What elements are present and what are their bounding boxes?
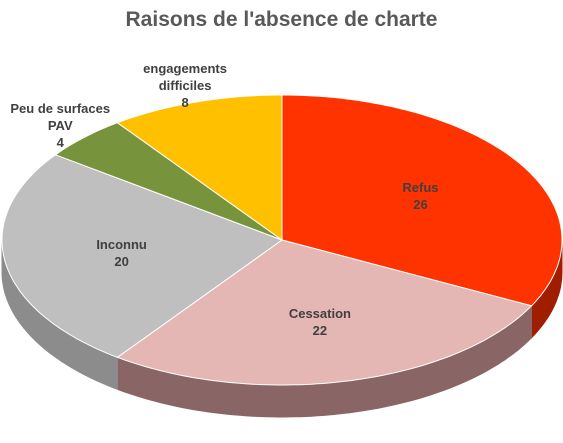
slice: [281, 94, 563, 307]
slice: [54, 122, 283, 241]
value-label: 26: [413, 197, 428, 213]
category-label: Refus: [402, 180, 439, 196]
data-label: engagements difficiles 8: [125, 60, 245, 111]
slice: [116, 94, 283, 241]
value-label: 4: [56, 134, 64, 150]
data-label: Cessation 22: [260, 305, 380, 339]
data-label: Refus 26: [360, 179, 480, 213]
value-label: 22: [312, 322, 328, 338]
category-label: Peu de surfaces PAV: [10, 100, 111, 133]
slice: [1, 154, 284, 358]
value-label: 8: [181, 95, 189, 111]
value-label: 20: [114, 254, 129, 270]
category-label: engagements difficiles: [143, 61, 227, 94]
data-label: Inconnu 20: [62, 236, 182, 270]
category-label: Cessation: [288, 305, 351, 321]
slice: [116, 239, 533, 386]
category-label: Inconnu: [96, 237, 147, 253]
chart-title: Raisons de l'absence de charte: [125, 8, 438, 31]
data-label: Peu de surfaces PAV 4: [0, 100, 120, 151]
